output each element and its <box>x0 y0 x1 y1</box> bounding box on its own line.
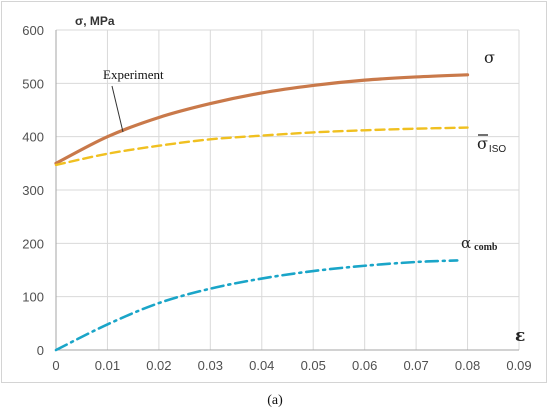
x-tick-label: 0.04 <box>249 358 274 373</box>
y-tick-label: 500 <box>22 76 44 91</box>
y-tick-label: 200 <box>22 236 44 251</box>
experiment-annotation: Experiment <box>103 67 164 82</box>
x-tick-label: 0.09 <box>506 358 531 373</box>
x-tick-label: 0.02 <box>146 358 171 373</box>
axes: 0 0.01 0.02 0.03 0.04 0.05 0.06 0.07 0.08 0.09 0 10… <box>22 23 531 373</box>
alpha-comb-series-label: α comb <box>461 234 498 253</box>
experiment-arrow <box>111 85 124 133</box>
x-tick-label: 0.07 <box>403 358 428 373</box>
x-tick-label: 0 <box>52 358 59 373</box>
x-tick-label: 0.08 <box>455 358 480 373</box>
sigma-iso-series-label: σISO <box>477 134 506 155</box>
figure-caption: (a) <box>267 393 283 408</box>
x-tick-label: 0.01 <box>95 358 120 373</box>
y-tick-label: 0 <box>37 343 44 358</box>
sigma-series-label: σ <box>484 48 495 67</box>
x-tick-label: 0.03 <box>198 358 223 373</box>
labels: σ, MPa ε Experiment σ σISO α comb <box>75 14 525 346</box>
y-tick-label: 600 <box>22 23 44 38</box>
y-tick-label: 100 <box>22 290 44 305</box>
x-tick-label: 0.06 <box>352 358 377 373</box>
y-tick-label: 300 <box>22 183 44 198</box>
y-tick-label: 400 <box>22 130 44 145</box>
y-axis-title: σ, MPa <box>75 14 115 28</box>
x-tick-label: 0.05 <box>301 358 326 373</box>
alpha-comb-series-line <box>54 259 459 352</box>
figure-frame <box>1 1 547 383</box>
strain-stress-chart: 0 0.01 0.02 0.03 0.04 0.05 0.06 0.07 0.08 0.09 0 10… <box>22 14 531 373</box>
x-axis-title: ε <box>515 326 525 346</box>
